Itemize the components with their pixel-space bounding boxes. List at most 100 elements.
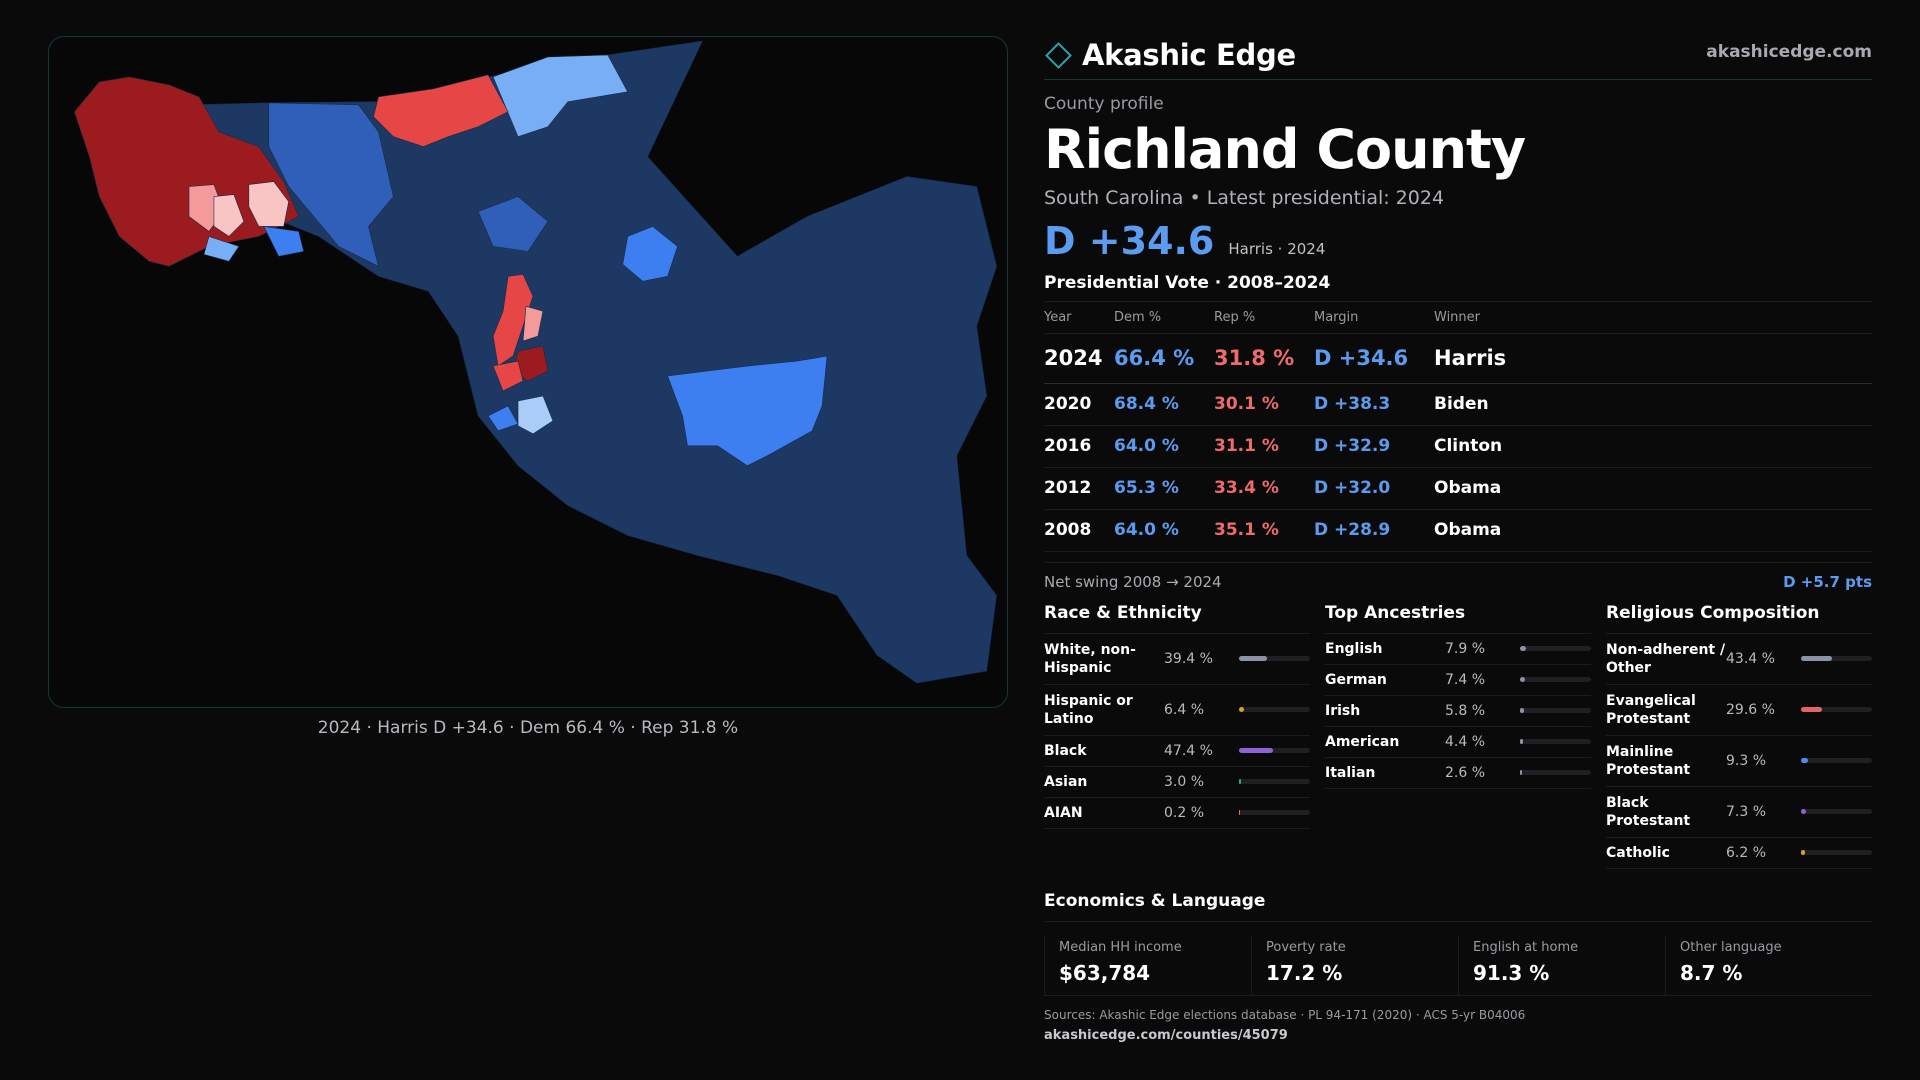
race-row[interactable]: Asian 3.0 % — [1044, 767, 1310, 798]
vote-section-title: Presidential Vote · 2008–2024 — [1044, 273, 1872, 303]
county-map[interactable] — [48, 36, 1008, 708]
demo-label: Black Protestant — [1606, 794, 1691, 829]
religion-row[interactable]: Evangelical Protestant 29.6 % — [1606, 685, 1872, 736]
demo-value: 9.3 % — [1726, 752, 1767, 769]
page-title: Richland County — [1044, 118, 1526, 181]
precinct-interior-1[interactable] — [477, 196, 549, 252]
race-row[interactable]: Black 47.4 % — [1044, 736, 1310, 767]
demo-bar-fill — [1801, 850, 1806, 856]
demo-label: Irish — [1325, 702, 1361, 719]
vote-dem: 66.4 % — [1114, 333, 1214, 384]
religion-row[interactable]: Mainline Protestant 9.3 % — [1606, 736, 1872, 787]
demo-bar-fill — [1520, 646, 1526, 652]
ancestry-row[interactable]: Irish 5.8 % — [1325, 696, 1591, 727]
demo-bar-fill — [1520, 770, 1522, 776]
demographics-grid: Race & Ethnicity White, non-Hispanic 39.… — [1044, 603, 1872, 869]
demo-bar — [1520, 708, 1591, 714]
vote-row[interactable]: 2016 64.0 % 31.1 % D +32.9 Clinton — [1044, 425, 1872, 468]
precinct-urban-light[interactable] — [517, 395, 554, 435]
ancestry-row[interactable]: Italian 2.6 % — [1325, 758, 1591, 789]
demo-bar-fill — [1801, 656, 1832, 662]
net-swing-row: Net swing 2008 → 2024 D +5.7 pts — [1044, 561, 1872, 591]
vote-year: 2024 — [1044, 333, 1114, 384]
race-row[interactable]: White, non-Hispanic 39.4 % — [1044, 634, 1310, 685]
demo-bar — [1239, 656, 1310, 662]
precinct-east-bright[interactable] — [667, 355, 828, 467]
demo-label: Evangelical Protestant — [1606, 692, 1696, 727]
demo-bar — [1520, 677, 1591, 683]
demo-label: Asian — [1044, 773, 1088, 790]
demo-bar — [1801, 809, 1872, 815]
demo-label: Catholic — [1606, 844, 1670, 861]
vote-winner: Obama — [1434, 467, 1872, 510]
demo-label: Black — [1044, 742, 1087, 759]
vote-margin: D +28.9 — [1314, 509, 1434, 552]
vote-year: 2008 — [1044, 509, 1114, 552]
demo-label: White, non-Hispanic — [1044, 641, 1136, 676]
precinct-urban-red-1[interactable] — [492, 273, 534, 367]
stat-value: $63,784 — [1059, 960, 1151, 985]
demo-label: AIAN — [1044, 804, 1083, 821]
demo-bar — [1801, 758, 1872, 764]
precinct-west-central[interactable] — [268, 102, 394, 267]
precinct-map-svg[interactable] — [49, 37, 1007, 707]
precinct-nw-blue-2[interactable] — [203, 236, 240, 262]
vote-row[interactable]: 2020 68.4 % 30.1 % D +38.3 Biden — [1044, 383, 1872, 426]
precinct-north-light[interactable] — [492, 54, 629, 138]
precinct-nw-light-2[interactable] — [248, 181, 290, 227]
demo-bar — [1520, 646, 1591, 652]
demo-value: 3.0 % — [1164, 773, 1205, 790]
page-subtitle: South Carolina • Latest presidential: 20… — [1044, 187, 1445, 210]
map-caption: 2024 · Harris D +34.6 · Dem 66.4 % · Rep… — [317, 718, 739, 738]
precinct-nw-pale[interactable] — [213, 194, 245, 237]
precinct-north-bright[interactable] — [622, 226, 678, 282]
stat-label: Other language — [1680, 939, 1782, 955]
brand-name[interactable]: Akashic Edge — [1082, 37, 1296, 72]
vote-rep: 30.1 % — [1214, 383, 1314, 426]
header-rep: Rep % — [1214, 302, 1314, 334]
vote-dem: 68.4 % — [1114, 383, 1214, 426]
demo-bar-fill — [1239, 748, 1273, 754]
religion-row[interactable]: Catholic 6.2 % — [1606, 838, 1872, 869]
religion-row[interactable]: Black Protestant 7.3 % — [1606, 787, 1872, 838]
vote-row[interactable]: 2024 66.4 % 31.8 % D +34.6 Harris — [1044, 333, 1872, 384]
vote-year: 2016 — [1044, 425, 1114, 468]
county-body[interactable] — [108, 40, 997, 684]
demo-bar-fill — [1239, 779, 1242, 785]
vote-row[interactable]: 2008 64.0 % 35.1 % D +28.9 Obama — [1044, 509, 1872, 552]
vote-winner: Harris — [1434, 333, 1872, 384]
stat-label: Median HH income — [1059, 939, 1182, 955]
headline-margin: D +34.6 Harris · 2024 — [1044, 219, 1872, 263]
precinct-urban-bright[interactable] — [487, 405, 519, 432]
stat-poverty-rate: Poverty rate 17.2 % — [1251, 935, 1458, 995]
net-swing-label: Net swing 2008 → 2024 — [1044, 572, 1222, 591]
vote-margin: D +32.0 — [1314, 467, 1434, 510]
precinct-north-red[interactable] — [373, 74, 509, 147]
vote-rep: 31.8 % — [1214, 333, 1314, 384]
religion-row[interactable]: Non-adherent / Other 43.4 % — [1606, 634, 1872, 685]
precinct-urban-red-2[interactable] — [522, 305, 544, 342]
ancestry-row[interactable]: American 4.4 % — [1325, 727, 1591, 758]
ancestry-row[interactable]: German 7.4 % — [1325, 665, 1591, 696]
vote-row[interactable]: 2012 65.3 % 33.4 % D +32.0 Obama — [1044, 467, 1872, 510]
precinct-nw-blue-1[interactable] — [263, 226, 305, 257]
demo-bar-fill — [1239, 707, 1244, 713]
ancestry-row[interactable]: English 7.9 % — [1325, 634, 1591, 665]
race-title: Race & Ethnicity — [1044, 603, 1310, 634]
headline-margin-note: Harris · 2024 — [1228, 240, 1326, 259]
demo-bar — [1239, 779, 1310, 785]
source-url-link[interactable]: akashicedge.com/counties/45079 — [1044, 1027, 1288, 1043]
demo-label: English — [1325, 640, 1383, 657]
demo-value: 7.4 % — [1445, 671, 1486, 688]
economics-stats: Median HH income $63,784 Poverty rate 17… — [1044, 935, 1872, 996]
ancestry-panel: Top Ancestries English 7.9 % German 7.4 … — [1325, 603, 1591, 869]
demo-value: 6.2 % — [1726, 844, 1767, 861]
race-row[interactable]: AIAN 0.2 % — [1044, 798, 1310, 829]
race-row[interactable]: Hispanic or Latino 6.4 % — [1044, 685, 1310, 736]
precinct-urban-red-4[interactable] — [492, 360, 524, 392]
demo-value: 43.4 % — [1726, 650, 1775, 667]
header-dem: Dem % — [1114, 302, 1214, 334]
brand-domain-link[interactable]: akashicedge.com — [1706, 42, 1872, 62]
demo-bar-fill — [1801, 809, 1807, 815]
demo-value: 2.6 % — [1445, 764, 1486, 781]
